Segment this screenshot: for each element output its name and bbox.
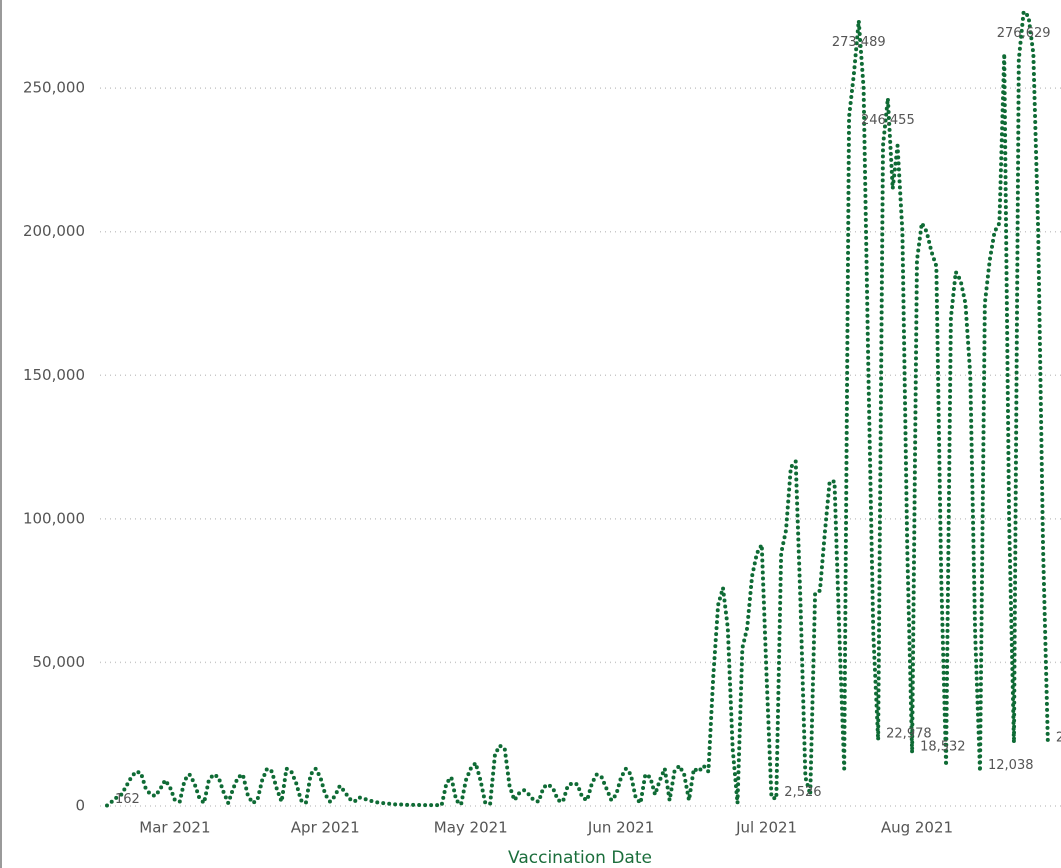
x-tick-label: Jul 2021	[735, 819, 797, 837]
y-tick-label: 100,000	[23, 509, 85, 527]
data-label: 162	[115, 792, 140, 807]
series-line	[105, 9, 1050, 808]
data-label: 21,595	[1056, 730, 1061, 745]
x-tick-label: Aug 2021	[881, 819, 953, 837]
x-tick-label: Jun 2021	[587, 819, 654, 837]
data-label: 22,978	[886, 727, 932, 742]
y-tick-label: 150,000	[23, 366, 85, 384]
data-label: 2,526	[784, 785, 821, 800]
x-tick-label: Apr 2021	[291, 819, 360, 837]
data-label: 12,038	[988, 758, 1034, 773]
y-tick-label: 250,000	[23, 79, 85, 97]
y-tick-label: 200,000	[23, 222, 85, 240]
data-label: 276,629	[997, 26, 1051, 41]
data-label: 18,532	[920, 739, 966, 754]
x-tick-label: Mar 2021	[139, 819, 210, 837]
x-axis-title: Vaccination Date	[508, 848, 652, 868]
data-label: 246,455	[861, 113, 915, 128]
y-tick-label: 50,000	[33, 653, 86, 671]
data-label: 273,489	[832, 35, 886, 50]
y-tick-label: 0	[75, 797, 85, 815]
x-tick-label: May 2021	[434, 819, 508, 837]
